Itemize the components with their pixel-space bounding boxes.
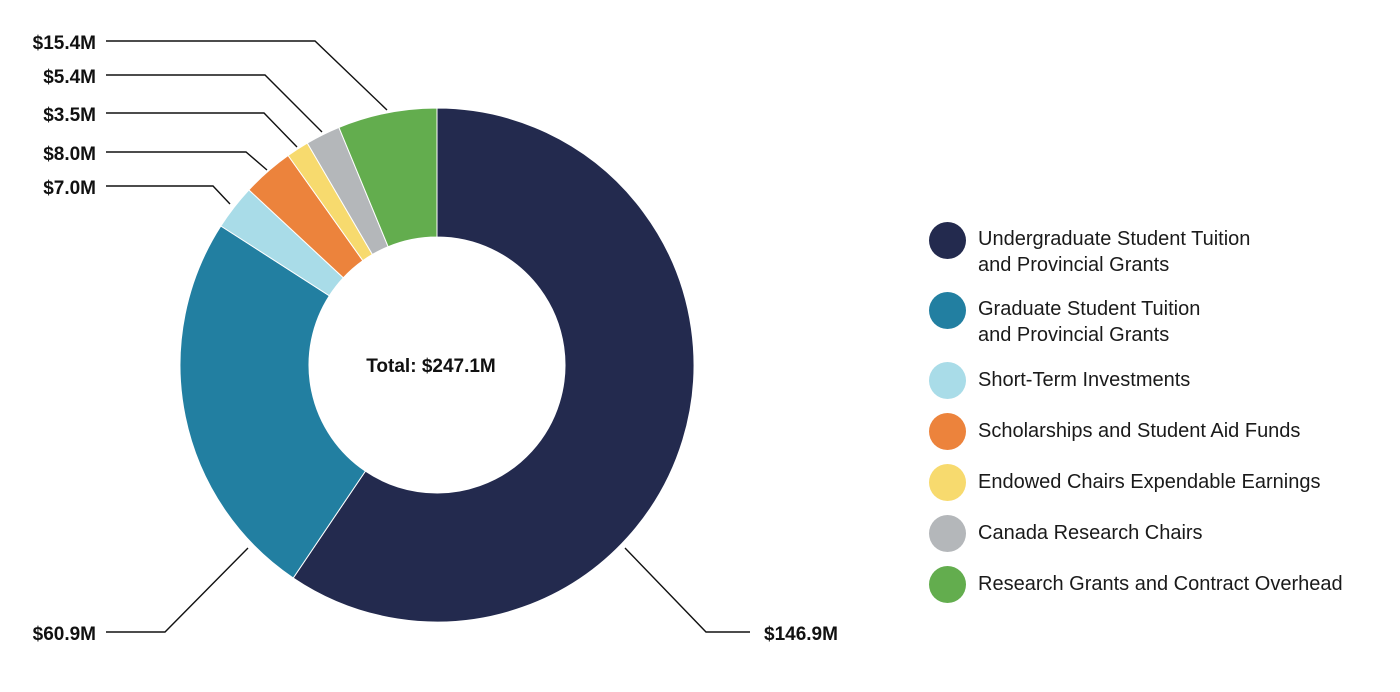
- legend-item-2: Short-Term Investments: [929, 362, 1394, 399]
- legend-label-6: Research Grants and Contract Overhead: [978, 573, 1343, 595]
- slice-0: [292, 107, 695, 623]
- leader-line-1: [106, 547, 249, 633]
- legend-label-2: Short-Term Investments: [978, 369, 1191, 391]
- leader-line-0: [624, 547, 750, 633]
- legend-swatch-4: [929, 464, 966, 501]
- value-label-2: $7.0M: [43, 178, 96, 199]
- legend-swatch-3: [929, 413, 966, 450]
- donut-slices: [179, 107, 695, 623]
- leader-line-5: [106, 74, 323, 133]
- legend-swatch-5: [929, 515, 966, 552]
- total-label: Total: $247.1M: [366, 356, 496, 377]
- leader-lines: [106, 40, 750, 633]
- value-label-5: $5.4M: [43, 67, 96, 88]
- legend-label-3: Scholarships and Student Aid Funds: [978, 420, 1301, 442]
- legend-swatch-1: [929, 292, 966, 329]
- legend-item-5: Canada Research Chairs: [929, 515, 1394, 552]
- value-label-4: $3.5M: [43, 105, 96, 126]
- legend-label-1: Graduate Student Tuition and Provincial …: [978, 298, 1201, 346]
- legend-item-6: Research Grants and Contract Overhead: [929, 566, 1394, 603]
- leader-line-4: [106, 112, 298, 148]
- legend-swatch-0: [929, 222, 966, 259]
- legend-item-4: Endowed Chairs Expendable Earnings: [929, 464, 1394, 501]
- value-label-6: $15.4M: [33, 33, 96, 54]
- chart-legend: Undergraduate Student Tuition and Provin…: [929, 222, 1394, 617]
- value-labels: $146.9M $60.9M $7.0M $8.0M $3.5M $5.4M $15.4M: [33, 33, 838, 645]
- value-label-3: $8.0M: [43, 144, 96, 165]
- legend-label-4: Endowed Chairs Expendable Earnings: [978, 471, 1321, 493]
- legend-item-3: Scholarships and Student Aid Funds: [929, 413, 1394, 450]
- slice-1: [179, 225, 367, 579]
- leader-line-3: [106, 151, 268, 171]
- legend-label-5: Canada Research Chairs: [978, 522, 1203, 544]
- legend-item-1: Graduate Student Tuition and Provincial …: [929, 292, 1394, 348]
- legend-item-0: Undergraduate Student Tuition and Provin…: [929, 222, 1394, 278]
- leader-line-6: [106, 40, 388, 111]
- legend-label-0: Undergraduate Student Tuition and Provin…: [978, 228, 1251, 276]
- value-label-0: $146.9M: [764, 624, 838, 645]
- slice-6: [338, 107, 438, 248]
- leader-line-2: [106, 185, 231, 205]
- legend-swatch-6: [929, 566, 966, 603]
- value-label-1: $60.9M: [33, 624, 96, 645]
- legend-swatch-2: [929, 362, 966, 399]
